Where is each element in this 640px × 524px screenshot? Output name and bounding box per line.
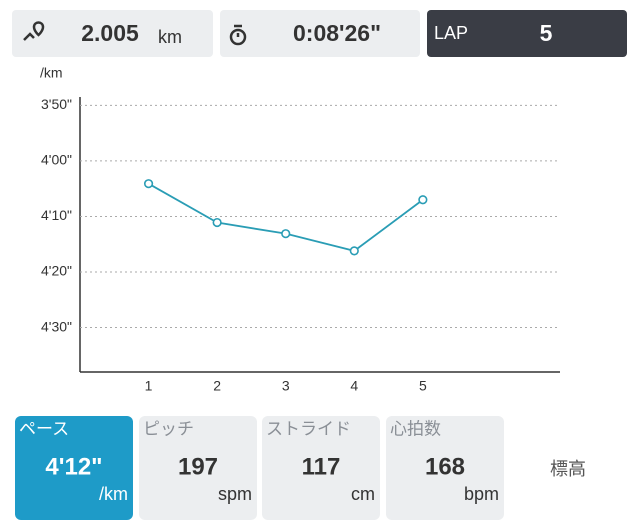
metric-label: ペース xyxy=(19,419,69,438)
pace-point xyxy=(281,229,291,239)
x-tick-label: 1 xyxy=(145,378,153,394)
time: 0:08'26" xyxy=(293,20,381,46)
y-tick-label: 4'30" xyxy=(41,318,72,334)
lap: 5 xyxy=(540,20,553,46)
lap-box xyxy=(427,10,627,57)
metric-label: 心拍数 xyxy=(390,419,441,438)
lap-label: LAP xyxy=(434,23,468,43)
metric-label: ピッチ xyxy=(143,419,194,438)
card-bg xyxy=(15,416,133,520)
stopwatch-icon xyxy=(229,24,247,46)
metric-unit: bpm xyxy=(464,484,499,504)
metric-value: 168 xyxy=(425,453,465,480)
metric-card-active[interactable]: ペース 4'12" /km xyxy=(15,416,133,520)
x-tick-label: 4 xyxy=(350,378,358,394)
x-tick-label: 2 xyxy=(213,378,221,394)
pace-point xyxy=(143,179,154,189)
card-bg xyxy=(386,416,504,520)
metric-unit: /km xyxy=(99,484,128,504)
pace-point xyxy=(349,246,359,256)
metric-value: 197 xyxy=(178,453,218,480)
pace-point xyxy=(212,217,222,228)
y-tick-label: 4'20" xyxy=(41,263,72,279)
metric-label: 標高 xyxy=(550,459,586,479)
pace-point xyxy=(418,195,428,205)
metric-unit: spm xyxy=(218,484,252,504)
y-tick-label: 4'00" xyxy=(41,152,72,168)
distance: 2.005 xyxy=(81,20,139,46)
metric-card[interactable]: 心拍数 168 bpm xyxy=(386,416,504,520)
time-box xyxy=(220,10,420,57)
card-bg xyxy=(262,416,380,520)
x-tick-label: 5 xyxy=(419,378,427,394)
y-tick-label: 3'50" xyxy=(41,96,72,112)
metric-value: 117 xyxy=(302,453,341,480)
y-unit: /km xyxy=(40,65,63,81)
x-tick-label: 3 xyxy=(282,378,290,394)
metric-card[interactable]: ストライド 117 cm xyxy=(262,416,380,520)
pace-line xyxy=(148,182,424,252)
distance-icon xyxy=(23,21,45,41)
metric-value: 4'12" xyxy=(45,453,102,480)
metric-unit: cm xyxy=(351,484,375,504)
card-bg xyxy=(139,416,257,520)
distance-box xyxy=(12,10,213,57)
distance-unit: km xyxy=(158,27,182,47)
metric-label: ストライド xyxy=(266,419,351,438)
y-tick-label: 4'10" xyxy=(41,207,72,223)
